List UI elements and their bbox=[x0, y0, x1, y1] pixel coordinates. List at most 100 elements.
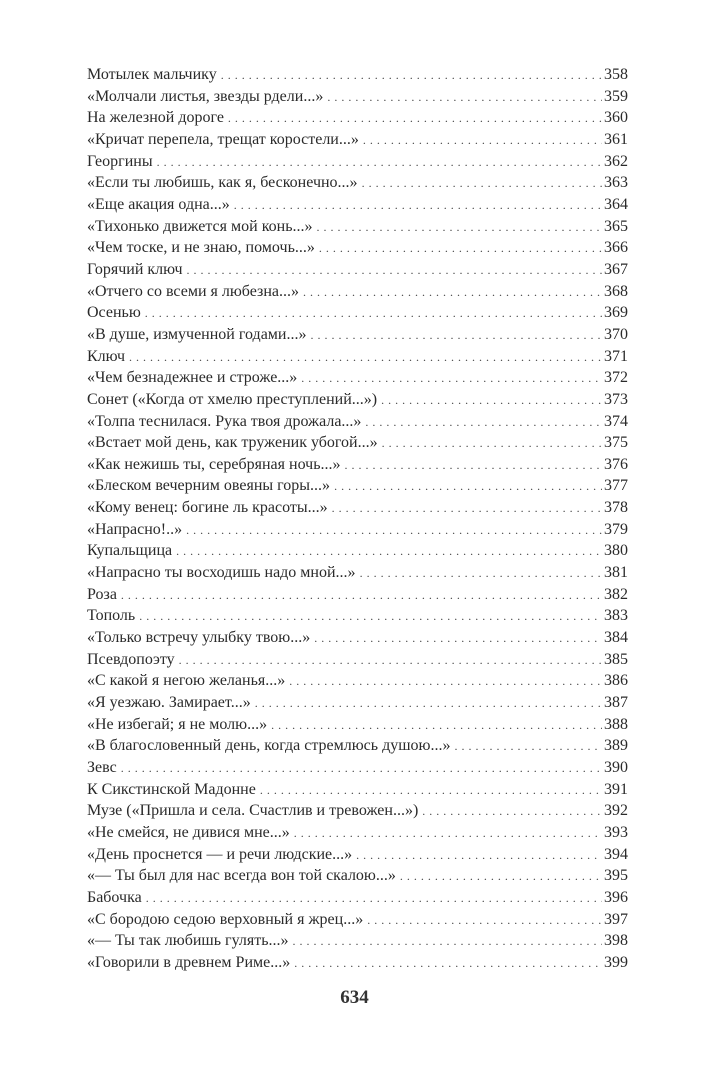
entry-title: «Чем безнадежнее и строже...» bbox=[87, 369, 298, 387]
dot-leader bbox=[294, 823, 602, 845]
entry-title: «Только встречу улыбку твою...» bbox=[87, 629, 311, 647]
entry-title: «Еще акация одна...» bbox=[87, 195, 230, 213]
toc-entry: «Чем тоске, и не знаю, помочь...» 366 bbox=[87, 237, 628, 259]
toc-entry: «Не избегай; я не молю...» 388 bbox=[87, 714, 628, 736]
toc-entry: Купальщица 380 bbox=[87, 540, 628, 562]
dot-leader bbox=[367, 910, 602, 932]
entry-page: 366 bbox=[604, 239, 628, 257]
dot-leader bbox=[179, 650, 602, 672]
dot-leader bbox=[381, 390, 602, 412]
toc-entry: «Если ты любишь, как я, бесконечно...» 36… bbox=[87, 172, 628, 194]
entry-title: «В благословенный день, когда стремлюсь … bbox=[87, 737, 451, 755]
dot-leader bbox=[363, 130, 602, 152]
entry-page: 399 bbox=[604, 953, 628, 971]
dot-leader bbox=[317, 217, 602, 239]
entry-page: 390 bbox=[604, 759, 628, 776]
entry-page: 358 bbox=[604, 66, 628, 83]
entry-title: «Отчего со всеми я любезна...» bbox=[87, 282, 300, 300]
entry-title: Роза bbox=[87, 585, 117, 603]
dot-leader bbox=[310, 325, 602, 347]
toc-entry: Георгины 362 bbox=[87, 151, 628, 173]
entry-page: 369 bbox=[604, 304, 628, 322]
entry-title: «Чем тоске, и не знаю, помочь...» bbox=[87, 239, 315, 257]
entry-title: «Кому венец: богине ль красоты...» bbox=[87, 499, 328, 517]
toc-entry: Бабочка 396 bbox=[87, 887, 628, 909]
entry-title: «В душе, измученной годами...» bbox=[87, 325, 307, 343]
entry-title: «Блеском вечерним овеяны горы...» bbox=[87, 477, 331, 495]
entry-page: 398 bbox=[604, 932, 628, 950]
entry-title: «Если ты любишь, как я, бесконечно...» bbox=[87, 174, 358, 192]
entry-title: «Напрасно ты восходишь надо мной...» bbox=[87, 564, 356, 582]
entry-page: 389 bbox=[604, 737, 628, 755]
dot-leader bbox=[334, 476, 602, 498]
dot-leader bbox=[121, 758, 602, 780]
dot-leader bbox=[289, 671, 602, 693]
dot-leader bbox=[186, 520, 602, 542]
entry-page: 373 bbox=[604, 390, 628, 408]
dot-leader bbox=[176, 541, 602, 563]
entry-title: Зевс bbox=[87, 759, 117, 776]
dot-leader bbox=[400, 866, 602, 888]
entry-page: 391 bbox=[604, 780, 628, 798]
dot-leader bbox=[301, 368, 602, 390]
entry-title: Тополь bbox=[87, 607, 136, 625]
entry-page: 375 bbox=[604, 434, 628, 452]
entry-title: Музе («Пришла и села. Счастлив и тревоже… bbox=[87, 802, 419, 820]
toc-entry: «Как нежишь ты, серебряная ночь...» 376 bbox=[87, 454, 628, 476]
entry-page: 378 bbox=[604, 499, 628, 517]
toc-entry: На железной дороге 360 bbox=[87, 107, 628, 129]
toc-entry: «День проснется — и речи людские...» 394 bbox=[87, 844, 628, 866]
entry-title: «— Ты так любишь гулять...» bbox=[87, 932, 289, 950]
dot-leader bbox=[157, 152, 602, 174]
dot-leader bbox=[422, 801, 602, 823]
entry-title: Псевдопоэту bbox=[87, 650, 175, 668]
entry-title: Мотылек мальчику bbox=[87, 66, 217, 83]
entry-page: 380 bbox=[604, 542, 628, 560]
toc-entry: Зевс 390 bbox=[87, 757, 628, 779]
dot-leader bbox=[360, 563, 602, 585]
toc-entry: «— Ты был для нас всегда вон той скалою.… bbox=[87, 865, 628, 887]
dot-leader bbox=[454, 736, 602, 758]
entry-title: «Как нежишь ты, серебряная ночь...» bbox=[87, 455, 341, 473]
entry-title: Осенью bbox=[87, 304, 141, 322]
entry-page: 387 bbox=[604, 694, 628, 712]
toc-entry: «Тихонько движется мой конь...» 365 bbox=[87, 216, 628, 238]
dot-leader bbox=[187, 260, 602, 282]
entry-page: 376 bbox=[604, 455, 628, 473]
dot-leader bbox=[319, 238, 602, 260]
entry-title: «Говорили в древнем Риме...» bbox=[87, 953, 291, 971]
page-number: 634 bbox=[340, 987, 369, 1008]
toc-entry: Ключ 371 bbox=[87, 346, 628, 368]
dot-leader bbox=[234, 195, 602, 217]
dot-leader bbox=[121, 585, 602, 607]
toc-entry: «— Ты так любишь гулять...» 398 bbox=[87, 930, 628, 952]
dot-leader bbox=[382, 433, 602, 455]
dot-leader bbox=[303, 282, 602, 304]
entry-title: «Толпа теснилася. Рука твоя дрожала...» bbox=[87, 412, 362, 430]
entry-page: 361 bbox=[604, 130, 628, 148]
entry-title: «Я уезжаю. Замирает...» bbox=[87, 694, 251, 712]
toc-entry: «Не смейся, не дивися мне...» 393 bbox=[87, 822, 628, 844]
toc-entry: «В благословенный день, когда стремлюсь … bbox=[87, 735, 628, 757]
entry-title: «Не избегай; я не молю...» bbox=[87, 715, 268, 733]
entry-page: 392 bbox=[604, 802, 628, 820]
entry-title: Купальщица bbox=[87, 542, 173, 560]
entry-title: «Молчали листья, звезды рдели...» bbox=[87, 87, 324, 105]
dot-leader bbox=[145, 303, 602, 325]
entry-page: 381 bbox=[604, 564, 628, 582]
dot-leader bbox=[293, 931, 602, 953]
toc-entry: «Встает мой день, как труженик убогой...… bbox=[87, 432, 628, 454]
entry-page: 386 bbox=[604, 672, 628, 690]
entry-page: 370 bbox=[604, 325, 628, 343]
dot-leader bbox=[345, 455, 603, 477]
entry-title: «Тихонько движется мой конь...» bbox=[87, 217, 313, 235]
entry-title: «С какой я негою желанья...» bbox=[87, 672, 286, 690]
entry-page: 363 bbox=[604, 174, 628, 192]
entry-page: 362 bbox=[604, 152, 628, 170]
entry-page: 388 bbox=[604, 715, 628, 733]
entry-page: 365 bbox=[604, 217, 628, 235]
entry-title: К Сикстинской Мадонне bbox=[87, 780, 256, 798]
dot-leader bbox=[356, 845, 602, 867]
toc-entry: Музе («Пришла и села. Счастлив и тревоже… bbox=[87, 800, 628, 822]
dot-leader bbox=[228, 108, 602, 130]
